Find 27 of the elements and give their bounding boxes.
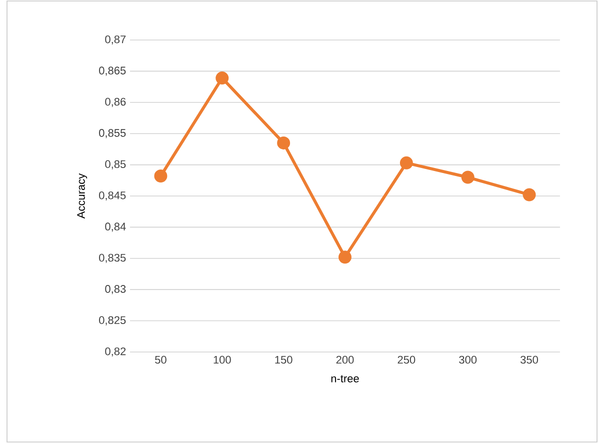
x-axis-title: n-tree	[331, 375, 359, 382]
y-tick-label: 0,83	[105, 285, 126, 294]
y-axis-title: Accuracy	[77, 173, 88, 219]
point	[461, 170, 474, 184]
y-tick-label: 0,87	[105, 35, 126, 45]
x-tick-label: 50	[155, 356, 166, 364]
x-tick-label: 250	[398, 356, 416, 364]
y-tick-label: 0,845	[99, 191, 126, 201]
y-tick-label: 0,84	[105, 222, 126, 232]
y-tick-label: 0,82	[105, 347, 126, 357]
y-tick-label: 0,855	[99, 129, 126, 138]
x-tick-label: 300	[459, 356, 477, 364]
point	[522, 188, 536, 202]
point	[338, 250, 352, 264]
x-tick-label: 350	[520, 356, 538, 364]
y-tick-label: 0,865	[99, 66, 126, 76]
x-tick-label: 200	[336, 356, 354, 364]
y-tick-label: 0,825	[99, 316, 126, 326]
y-tick-label: 0,85	[105, 160, 126, 170]
point	[400, 156, 413, 170]
x-tick-label: 100	[214, 356, 231, 364]
point	[216, 72, 229, 85]
x-tick-label: 150	[275, 356, 292, 364]
y-tick-label: 0,835	[99, 254, 126, 263]
point	[154, 170, 168, 183]
y-tick-label: 0,86	[105, 98, 126, 107]
point	[277, 136, 290, 150]
